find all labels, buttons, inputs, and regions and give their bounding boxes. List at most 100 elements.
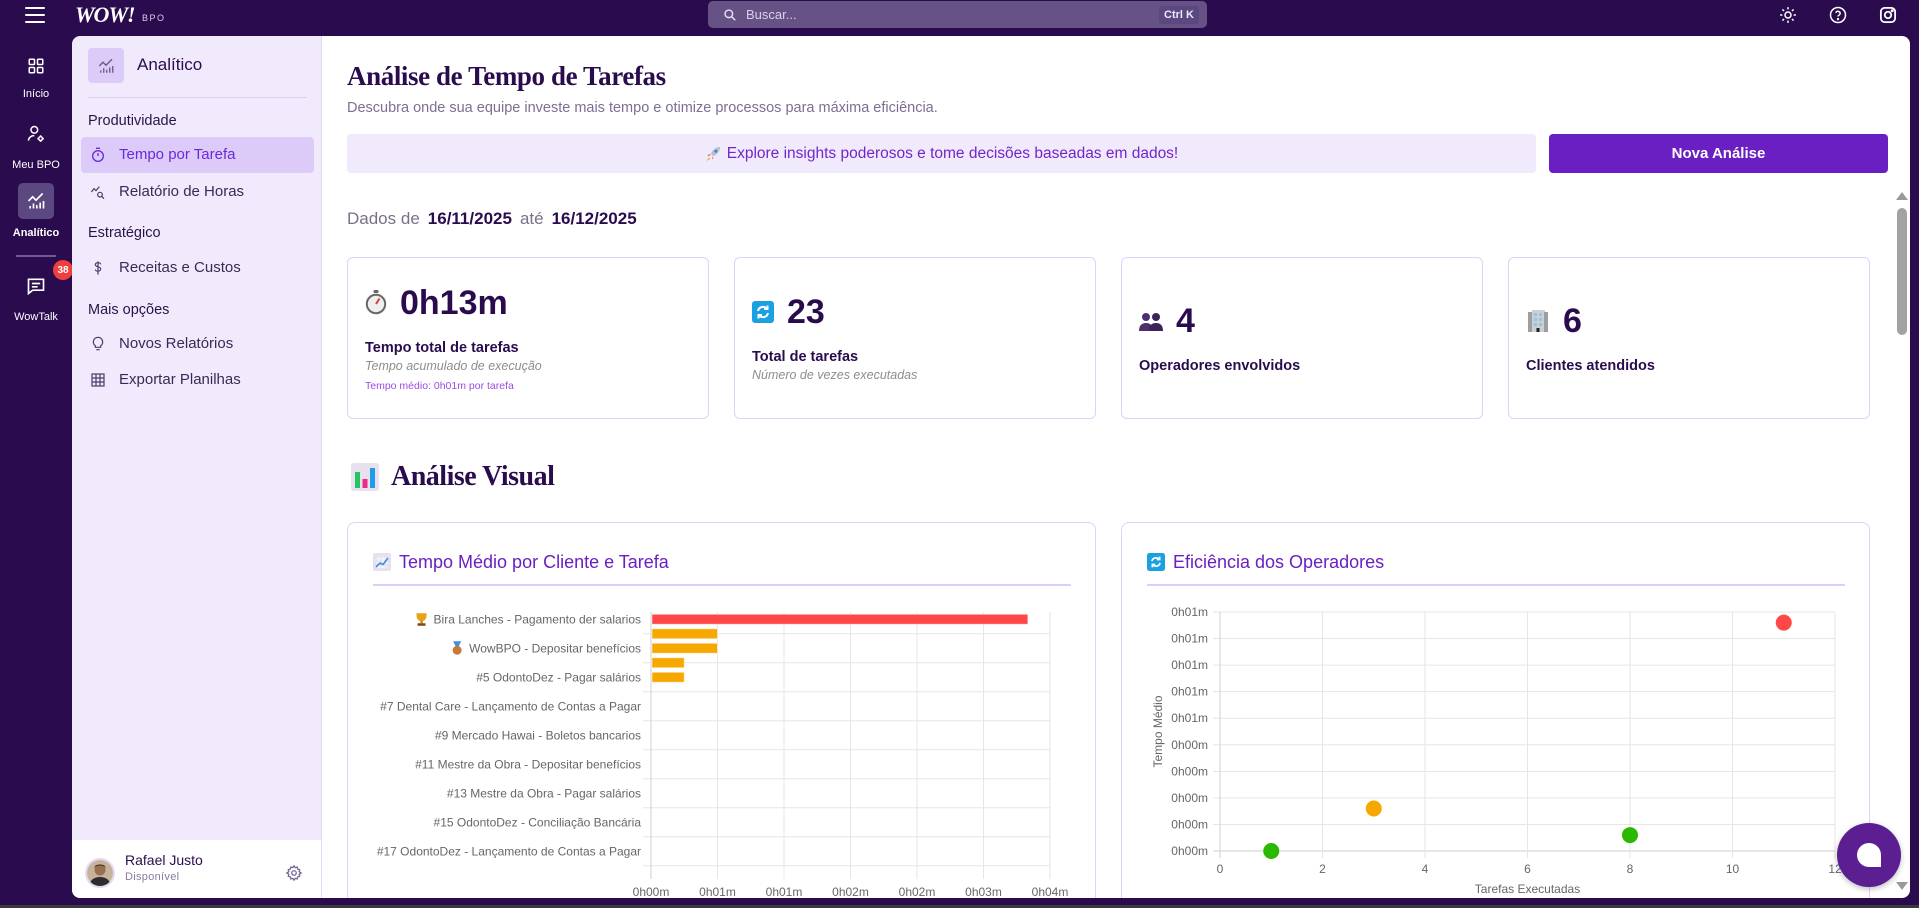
chart-search-icon <box>90 186 105 200</box>
main-content: Análise de Tempo de Tarefas Descubra ond… <box>322 36 1910 898</box>
scatter-y-tick-label: 0h01m <box>1171 685 1208 699</box>
sidebar-item-exportar-planilhas[interactable]: Exportar Planilhas <box>81 362 314 398</box>
analytics-icon <box>98 58 114 73</box>
bar-chart: 0h00m 0h01m 0h01m 0h02m 0h02m 0h03m 0h04m Bira … <box>377 612 1068 898</box>
stat-sublabel: Tempo acumulado de execução <box>365 358 542 373</box>
trophy-base <box>417 623 426 626</box>
stat-card-total-tasks: 23 Total de tarefas Número de vezes exec… <box>734 257 1096 419</box>
stat-value: 0h13m <box>400 283 508 322</box>
help-icon[interactable] <box>1829 6 1847 24</box>
instagram-icon[interactable] <box>1879 6 1897 24</box>
bar <box>651 642 718 654</box>
rail-item-analitico[interactable]: Analítico <box>0 183 72 240</box>
rail-item-meu-bpo[interactable]: Meu BPO <box>0 116 72 172</box>
bar-x-tick-label: 0h03m <box>965 885 1002 898</box>
menu-icon[interactable] <box>25 7 45 23</box>
rocket-icon <box>705 146 720 161</box>
sidebar-item-label: Relatório de Horas <box>119 183 245 200</box>
scatter-point <box>1365 800 1382 817</box>
scatter-point <box>1775 614 1792 631</box>
chat-bubble-icon <box>1857 843 1881 867</box>
sidebar-item-relatorio-de-horas[interactable]: Relatório de Horas <box>81 174 314 210</box>
people-icon <box>1139 313 1163 331</box>
scroll-up-arrow[interactable] <box>1896 192 1908 200</box>
stat-card-total-time: 0h13m Tempo total de tarefas Tempo acumu… <box>347 257 709 419</box>
avatar-image <box>87 860 113 886</box>
stat-value: 23 <box>787 293 825 331</box>
scatter-y-tick-label: 0h00m <box>1171 844 1208 858</box>
chart-increasing-icon <box>373 553 391 571</box>
scatter-y-tick-label: 0h00m <box>1171 817 1208 831</box>
rail-label: Meu BPO <box>12 159 60 171</box>
medal-ribbon <box>453 641 462 648</box>
insights-banner: Explore insights poderosos e tome decisõ… <box>347 134 1536 173</box>
page-title: Análise de Tempo de Tarefas <box>347 61 666 91</box>
chart-card-avg-time: Tempo Médio por Cliente e Tarefa 0h00m 0h… <box>347 522 1096 898</box>
rail-divider <box>16 255 56 257</box>
scatter-y-tick-label: 0h00m <box>1171 738 1208 752</box>
bar-chart-icon <box>351 463 379 491</box>
chart-title-underline <box>373 584 1071 586</box>
scatter-y-tick-label: 0h01m <box>1171 605 1208 619</box>
bar <box>651 671 685 683</box>
user-settings-icon <box>27 125 44 142</box>
scatter-x-tick-label: 6 <box>1524 862 1531 876</box>
bar-x-tick-label: 0h02m <box>832 885 869 898</box>
bar <box>651 613 1029 625</box>
timer-icon <box>92 147 104 162</box>
date-range-separator: até <box>519 209 544 228</box>
date-end: 16/12/2025 <box>551 209 637 228</box>
dollar-icon <box>94 261 102 275</box>
theme-toggle-icon[interactable] <box>1779 6 1797 24</box>
chart-title-text: Eficiência dos Operadores <box>1173 552 1385 572</box>
bar-x-tick-label: 0h01m <box>766 885 803 898</box>
sidebar-title: Analítico <box>137 55 203 74</box>
scrollbar-thumb[interactable] <box>1897 208 1907 335</box>
scatter-point <box>1263 843 1280 859</box>
scatter-chart: 0h00m 0h00m 0h00m 0h00m 0h00m 0h01m 0h01m 0h01m… <box>1151 605 1842 896</box>
bar-category-label: WowBPO - Depositar benefícios <box>469 641 641 655</box>
bar-x-tick-label: 0h01m <box>699 885 736 898</box>
stat-label: Clientes atendidos <box>1526 358 1655 374</box>
stat-card-operators: 4 Operadores envolvidos <box>1121 257 1483 419</box>
medal-disc <box>452 645 462 655</box>
new-analysis-button[interactable]: Nova Análise <box>1549 134 1888 173</box>
secondary-sidebar: Analítico Produtividade Tempo por Tarefa… <box>72 36 322 898</box>
trophy-icon <box>416 613 427 626</box>
stat-value: 6 <box>1563 302 1582 340</box>
avatar[interactable] <box>85 858 115 888</box>
scatter-y-tick-label: 0h01m <box>1171 632 1208 646</box>
rail-item-wowtalk[interactable]: 38 WowTalk <box>0 260 73 324</box>
bar-category-label: #11 Mestre da Obra - Depositar benefício… <box>415 757 641 771</box>
stat-sublabel: Número de vezes executadas <box>752 368 918 382</box>
search-input[interactable]: Buscar... Ctrl K <box>708 1 1207 28</box>
bar-category-label: #5 OdontoDez - Pagar salários <box>476 670 641 684</box>
stat-label: Total de tarefas <box>752 349 859 365</box>
chat-support-button[interactable] <box>1837 823 1901 887</box>
rail-label: Início <box>22 88 50 100</box>
refresh-icon <box>1147 553 1165 571</box>
scatter-point <box>1622 827 1638 844</box>
chart-card-operator-efficiency: Eficiência dos Operadores 0h00m 0h00m 0h00… <box>1121 522 1870 898</box>
rail-item-inicio[interactable]: Início <box>0 48 72 101</box>
scroll-down-arrow[interactable] <box>1896 882 1908 890</box>
rail-icon-wrap: 38 <box>18 260 73 304</box>
section-title-text: Análise Visual <box>391 461 555 492</box>
trophy-cup <box>416 613 427 622</box>
window-bottom-edge <box>0 905 1919 908</box>
bronze-medal-icon <box>452 641 462 655</box>
sidebar-item-receitas-e-custos[interactable]: Receitas e Custos <box>81 250 314 286</box>
stat-label: Operadores envolvidos <box>1139 358 1301 374</box>
settings-gear-icon[interactable] <box>285 864 303 882</box>
bar-category-label: #17 OdontoDez - Lançamento de Contas a P… <box>377 844 641 858</box>
search-placeholder: Buscar... <box>746 7 797 22</box>
bar <box>651 657 685 669</box>
logo[interactable]: WOW! <box>75 2 136 27</box>
bar-category-label: #13 Mestre da Obra - Pagar salários <box>447 786 641 800</box>
sidebar-item-tempo-por-tarefa[interactable]: Tempo por Tarefa <box>81 137 314 173</box>
sidebar-item-label: Receitas e Custos <box>119 259 241 276</box>
sidebar-divider <box>88 97 307 98</box>
user-name: Rafael Justo <box>125 852 203 868</box>
chart-title: Tempo Médio por Cliente e Tarefa <box>373 551 669 573</box>
sidebar-item-novos-relatorios[interactable]: Novos Relatórios <box>81 326 314 362</box>
